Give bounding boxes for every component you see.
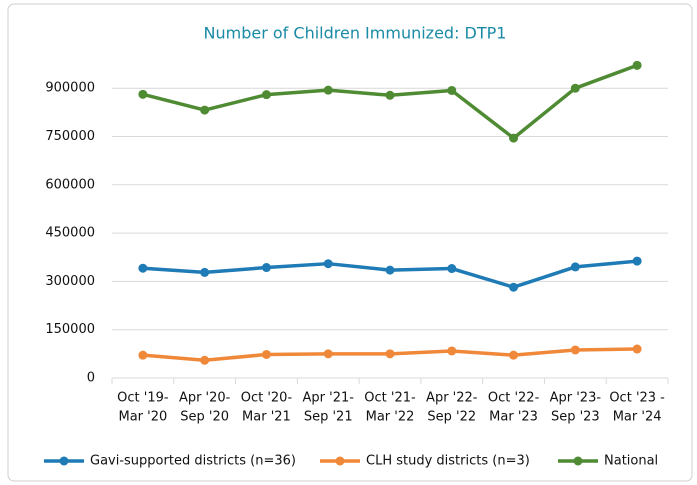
legend-marker (573, 456, 583, 466)
point (323, 85, 333, 95)
legend-marker (59, 456, 69, 466)
x-tick-label: Oct '20- (241, 391, 293, 406)
chart-frame (7, 3, 693, 482)
point (570, 345, 580, 355)
y-tick-label: 0 (87, 371, 95, 386)
legend-label: Gavi-supported districts (n=36) (90, 454, 296, 469)
x-tick-label: Mar '20 (118, 410, 167, 425)
x-tick-label: Oct '22- (488, 391, 540, 406)
y-tick-label: 750000 (45, 129, 95, 144)
x-tick-label: Oct '19- (117, 391, 169, 406)
point (138, 263, 148, 273)
y-tick-label: 600000 (45, 177, 95, 192)
y-tick-label: 300000 (45, 274, 95, 289)
point (632, 344, 642, 354)
point (200, 105, 210, 115)
x-tick-label: Mar '23 (489, 410, 538, 425)
legend-label: CLH study districts (n=3) (366, 454, 530, 469)
y-tick-label: 900000 (45, 81, 95, 96)
point (509, 133, 519, 143)
point (261, 349, 271, 359)
point (447, 346, 457, 356)
point (632, 60, 642, 70)
point (138, 350, 148, 360)
point (323, 259, 333, 269)
legend-marker (335, 456, 345, 466)
point (509, 350, 519, 360)
x-tick-label: Sep '20 (180, 410, 229, 425)
x-tick-label: Mar '22 (366, 410, 415, 425)
x-tick-label: Apr '22- (426, 391, 478, 406)
point (385, 265, 395, 275)
x-tick-label: Mar '24 (613, 410, 662, 425)
point (447, 264, 457, 274)
y-tick-label: 450000 (45, 226, 95, 241)
chart-title: Number of Children Immunized: DTP1 (204, 24, 507, 43)
x-tick-label: Apr '20- (179, 391, 231, 406)
point (200, 267, 210, 277)
x-tick-label: Apr '21- (303, 391, 355, 406)
x-tick-label: Apr '23- (550, 391, 602, 406)
x-tick-label: Oct '23 - (609, 391, 665, 406)
point (261, 263, 271, 273)
point (385, 90, 395, 100)
point (200, 355, 210, 365)
point (570, 262, 580, 272)
point (509, 282, 519, 292)
x-tick-label: Sep '22 (427, 410, 476, 425)
point (261, 90, 271, 100)
x-tick-label: Oct '21- (364, 391, 416, 406)
point (632, 256, 642, 266)
x-tick-label: Sep '23 (551, 410, 600, 425)
point (447, 85, 457, 95)
legend-label: National (604, 454, 658, 469)
point (570, 83, 580, 93)
point (138, 89, 148, 99)
x-tick-label: Sep '21 (304, 410, 353, 425)
point (323, 349, 333, 359)
y-tick-label: 150000 (45, 322, 95, 337)
point (385, 349, 395, 359)
x-tick-label: Mar '21 (242, 410, 291, 425)
